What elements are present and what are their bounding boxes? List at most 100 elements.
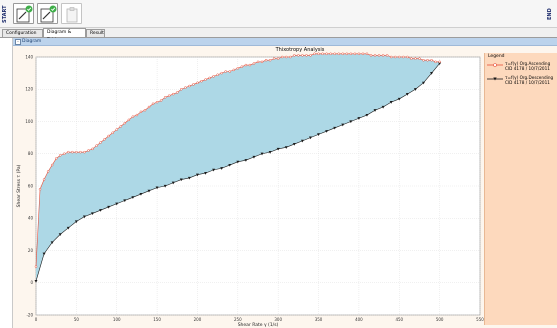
descending-point [421,81,425,85]
descending-point [212,168,216,172]
descending-point [220,167,224,170]
descending-point [74,220,78,224]
ascending-point [91,147,94,151]
legend-label-descending: τ=f(γ) Org.Descending CID 4178 / 10/7/20… [505,75,554,85]
ascending-point [293,54,296,57]
y-tick-label: 80 [28,151,34,156]
x-tick-label: 350 [315,317,323,322]
descending-point [131,196,135,199]
descending-point [228,163,232,167]
x-tick-label: 300 [274,317,282,322]
descending-point [292,142,296,146]
descending-point [365,113,369,117]
edit-ok-button-1[interactable] [13,3,34,24]
ascending-point [381,54,385,57]
ascending-point [155,100,159,104]
descending-point [341,123,345,127]
end-label: END [547,8,553,20]
ascending-point [325,52,328,56]
tab-result[interactable]: Result [86,29,105,37]
ascending-point [135,113,139,117]
ascending-point [131,115,135,118]
ascending-point [200,79,203,83]
tab-configuration[interactable]: Configuration [2,29,43,37]
ascending-point [276,57,280,60]
tab-bar: Configuration Diagram & Table Result [0,28,557,43]
descending-point [389,101,393,104]
edit-ok-button-2[interactable] [37,3,58,24]
ascending-point [341,52,345,56]
y-tick-label: 120 [25,87,33,92]
ascending-point [79,150,82,154]
ascending-point [422,58,425,62]
descending-point [349,120,353,124]
descending-point [115,202,119,206]
ascending-point [398,55,401,59]
ascending-point [87,149,90,152]
ascending-point [389,55,393,59]
ascending-point [75,150,78,154]
ascending-point [103,137,106,141]
ascending-point [163,96,167,99]
ascending-point [329,52,332,56]
ascending-point [63,152,66,155]
ascending-point [345,52,349,56]
ascending-point [333,52,336,56]
clipboard-icon [66,7,78,23]
ascending-point [180,88,183,91]
descending-point [413,88,417,91]
ascending-point [301,54,304,57]
descending-point [438,62,442,66]
ascending-point [260,60,264,64]
diagram-panel-title: Diagram [22,39,42,44]
descending-point [317,133,321,136]
ascending-point [220,71,223,75]
ascending-point [192,83,195,86]
descending-point [50,241,54,245]
ascending-point [285,55,288,59]
ascending-point [119,125,123,128]
ascending-point [42,178,46,181]
ascending-point [365,52,369,56]
ascending-point [232,68,236,72]
ascending-point [127,118,131,122]
ascending-point [305,54,308,57]
ascending-point [240,65,244,68]
x-tick-label: 500 [436,317,444,322]
descending-point [284,146,288,149]
ascending-point [111,131,114,135]
ascending-point [297,54,300,57]
ascending-point [34,265,38,268]
ascending-point [159,99,163,102]
ascending-point [115,128,118,131]
ascending-point [406,55,409,59]
descending-point [91,212,95,216]
descending-point [276,147,280,151]
descending-point [405,92,409,96]
edit-check-icon [40,5,57,23]
ascending-point [151,102,155,106]
collapse-icon[interactable]: - [15,39,21,45]
ascending-point [410,57,413,60]
y-tick-label: 100 [25,119,33,124]
ascending-point [309,54,312,57]
ascending-point [107,134,110,138]
ascending-point [228,70,231,73]
descending-point [252,155,256,159]
ascending-point [337,52,340,56]
x-tick-label: 150 [153,317,161,322]
clipboard-button[interactable] [61,3,82,24]
descending-point [34,280,38,283]
tab-diagram-table[interactable]: Diagram & Table [43,28,86,43]
ascending-point [58,154,62,157]
ascending-point [280,55,284,59]
ascending-point [438,60,441,64]
ascending-point [256,60,260,64]
descending-point [357,117,361,120]
diagram-panel-header: - Diagram [13,38,557,46]
ascending-point [99,141,102,144]
descending-point [171,181,175,185]
ascending-point [313,52,316,56]
ascending-point [264,58,268,62]
x-tick-label: 0 [35,317,38,322]
